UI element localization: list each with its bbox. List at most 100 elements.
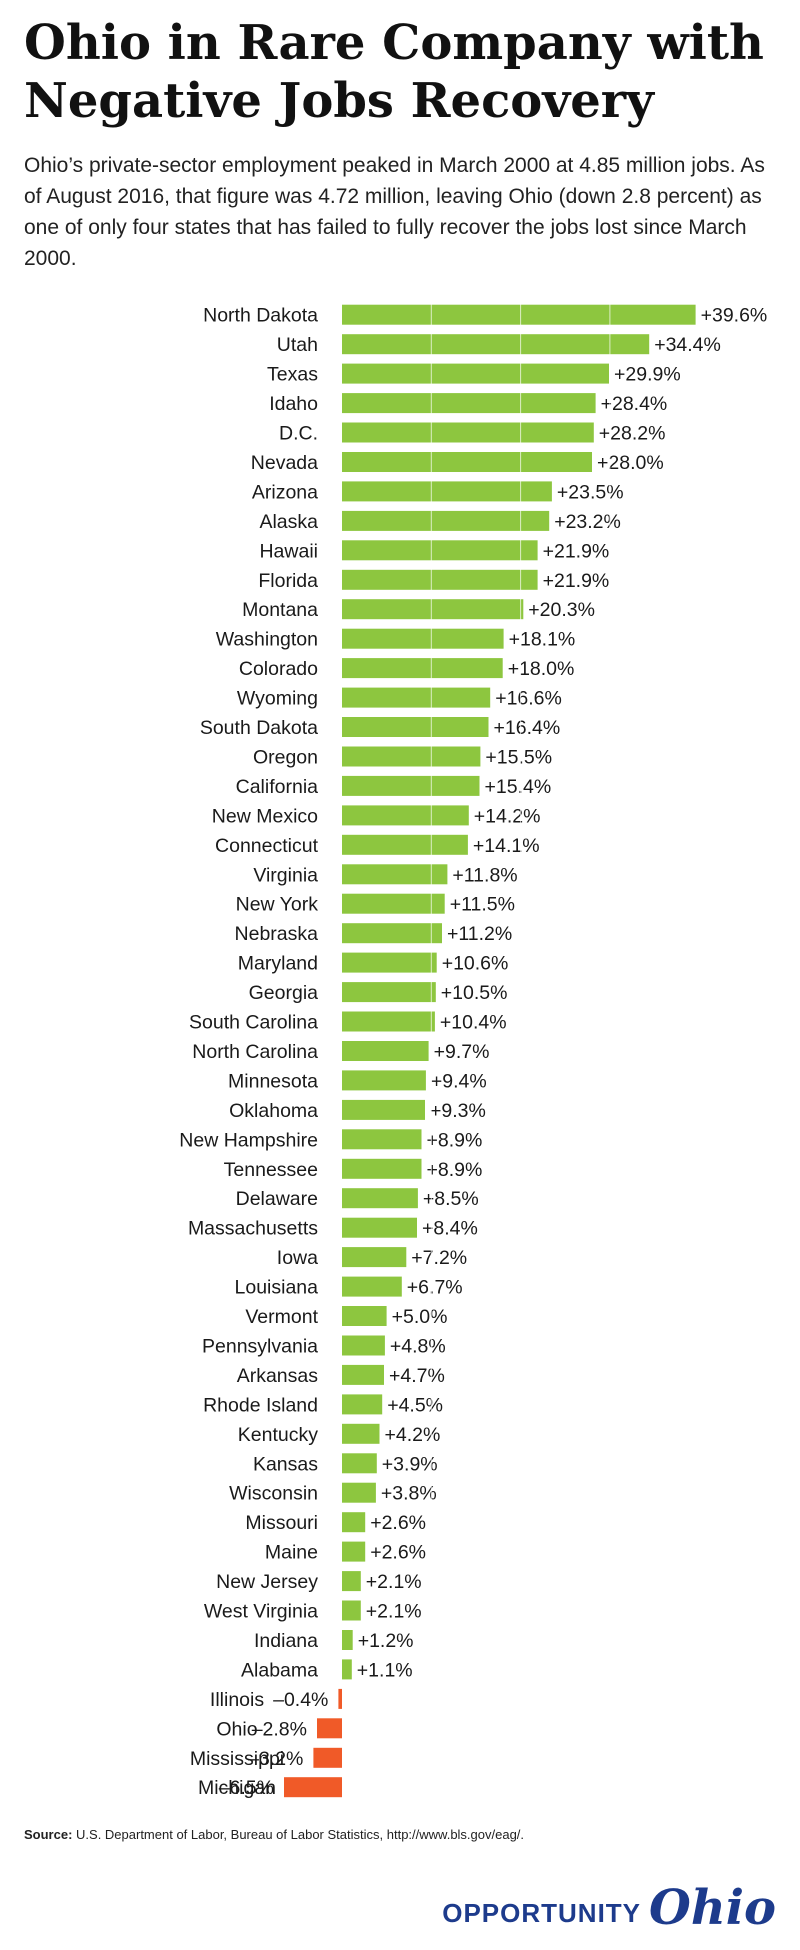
value-label-d-c: +28.2%: [599, 423, 666, 445]
value-label-virginia: +11.8%: [452, 864, 517, 886]
value-label-alabama: +1.1%: [357, 1659, 413, 1681]
bar-pennsylvania: [342, 1335, 385, 1356]
value-label-colorado: +18.0%: [508, 658, 575, 680]
bar-oregon: [342, 746, 481, 767]
category-label-maryland: Maryland: [238, 953, 318, 975]
value-label-illinois: –0.4%: [273, 1689, 328, 1711]
value-label-delaware: +8.5%: [423, 1188, 479, 1210]
bar-montana: [342, 599, 524, 620]
category-label-michigan: Michigan: [198, 1777, 276, 1799]
source-label: Source:: [24, 1827, 73, 1842]
category-label-montana: Montana: [242, 599, 318, 621]
category-label-wyoming: Wyoming: [237, 688, 318, 710]
value-label-kansas: +3.9%: [382, 1453, 438, 1475]
value-label-new-hampshire: +8.9%: [427, 1129, 483, 1151]
category-label-virginia: Virginia: [253, 864, 318, 886]
opportunity-ohio-logo: OPPORTUNITY Ohio: [442, 1882, 776, 1934]
bar-kansas: [342, 1453, 377, 1474]
bar-washington: [342, 628, 504, 649]
bar-minnesota: [342, 1070, 426, 1091]
bar-idaho: [342, 393, 596, 414]
category-label-oklahoma: Oklahoma: [229, 1100, 318, 1122]
logo-wordmark: OPPORTUNITY: [442, 1898, 642, 1928]
category-label-washington: Washington: [216, 629, 318, 651]
bar-south-carolina: [342, 1011, 435, 1032]
value-label-florida: +21.9%: [543, 570, 610, 592]
bar-tennessee: [342, 1158, 422, 1179]
category-label-new-hampshire: New Hampshire: [179, 1129, 318, 1151]
bar-california: [342, 775, 480, 796]
bar-maine: [342, 1541, 366, 1562]
bar-d-c: [342, 422, 594, 443]
category-label-georgia: Georgia: [249, 982, 319, 1004]
category-label-california: California: [236, 776, 319, 798]
category-label-massachusetts: Massachusetts: [188, 1218, 318, 1240]
bar-kentucky: [342, 1423, 380, 1444]
bar-mississippi: [313, 1747, 342, 1768]
value-label-hawaii: +21.9%: [543, 540, 610, 562]
bar-virginia: [342, 864, 448, 885]
value-label-oklahoma: +9.3%: [430, 1100, 486, 1122]
value-label-maine: +2.6%: [370, 1542, 426, 1564]
value-label-washington: +18.1%: [509, 629, 576, 651]
bar-north-carolina: [342, 1041, 429, 1061]
bar-georgia: [342, 982, 436, 1003]
value-label-indiana: +1.2%: [358, 1630, 414, 1652]
category-label-missouri: Missouri: [245, 1512, 318, 1534]
value-label-california: +15.4%: [485, 776, 552, 798]
value-label-kentucky: +4.2%: [385, 1424, 441, 1446]
category-label-new-york: New York: [236, 894, 319, 916]
chart-subtitle: Ohio’s private-sector employment peaked …: [24, 154, 765, 270]
category-label-arizona: Arizona: [252, 481, 318, 503]
value-label-ohio: –2.8%: [252, 1718, 307, 1740]
category-label-arkansas: Arkansas: [237, 1365, 319, 1387]
category-label-utah: Utah: [277, 334, 318, 356]
value-label-arkansas: +4.7%: [389, 1365, 445, 1387]
bar-massachusetts: [342, 1217, 417, 1238]
bar-alabama: [342, 1659, 352, 1680]
value-label-montana: +20.3%: [528, 599, 595, 621]
bar-michigan: [284, 1777, 342, 1798]
category-label-south-carolina: South Carolina: [189, 1012, 318, 1034]
category-label-delaware: Delaware: [236, 1188, 318, 1210]
bar-nebraska: [342, 923, 442, 944]
bar-arkansas: [342, 1364, 384, 1385]
logo-script: Ohio: [649, 1880, 776, 1936]
category-label-illinois: Illinois: [210, 1689, 264, 1711]
category-label-oregon: Oregon: [253, 747, 318, 769]
category-label-d-c: D.C.: [279, 423, 318, 445]
value-label-texas: +29.9%: [614, 364, 681, 386]
category-label-ohio: Ohio: [216, 1718, 257, 1740]
bar-utah: [342, 334, 650, 355]
value-label-tennessee: +8.9%: [427, 1159, 483, 1181]
bar-new-jersey: [342, 1571, 361, 1592]
category-label-nebraska: Nebraska: [235, 923, 319, 945]
category-label-hawaii: Hawaii: [259, 540, 318, 562]
category-label-new-jersey: New Jersey: [216, 1571, 318, 1593]
value-label-west-virginia: +2.1%: [366, 1601, 422, 1623]
value-label-michigan: –6.5%: [219, 1777, 274, 1799]
category-label-idaho: Idaho: [269, 393, 318, 415]
value-label-north-carolina: +9.7%: [434, 1041, 490, 1063]
category-label-pennsylvania: Pennsylvania: [202, 1336, 318, 1358]
value-label-nevada: +28.0%: [597, 452, 664, 474]
category-label-alabama: Alabama: [241, 1659, 318, 1681]
bar-south-dakota: [342, 717, 489, 737]
value-label-alaska: +23.2%: [554, 511, 621, 533]
bar-wisconsin: [342, 1482, 376, 1503]
bar-louisiana: [342, 1276, 402, 1297]
value-label-wyoming: +16.6%: [495, 688, 562, 710]
category-label-iowa: Iowa: [277, 1247, 318, 1269]
bar-missouri: [342, 1512, 366, 1533]
value-label-connecticut: +14.1%: [473, 835, 540, 857]
bar-colorado: [342, 658, 503, 679]
value-label-utah: +34.4%: [654, 334, 721, 356]
value-label-mississippi: –3.2%: [248, 1748, 303, 1770]
bar-rhode-island: [342, 1394, 383, 1415]
category-label-colorado: Colorado: [239, 658, 318, 680]
value-label-oregon: +15.5%: [485, 747, 552, 769]
category-label-north-carolina: North Carolina: [192, 1041, 318, 1063]
category-label-maine: Maine: [265, 1542, 318, 1564]
category-label-tennessee: Tennessee: [224, 1159, 318, 1181]
source-note: Source: U.S. Department of Labor, Bureau…: [24, 1827, 524, 1842]
